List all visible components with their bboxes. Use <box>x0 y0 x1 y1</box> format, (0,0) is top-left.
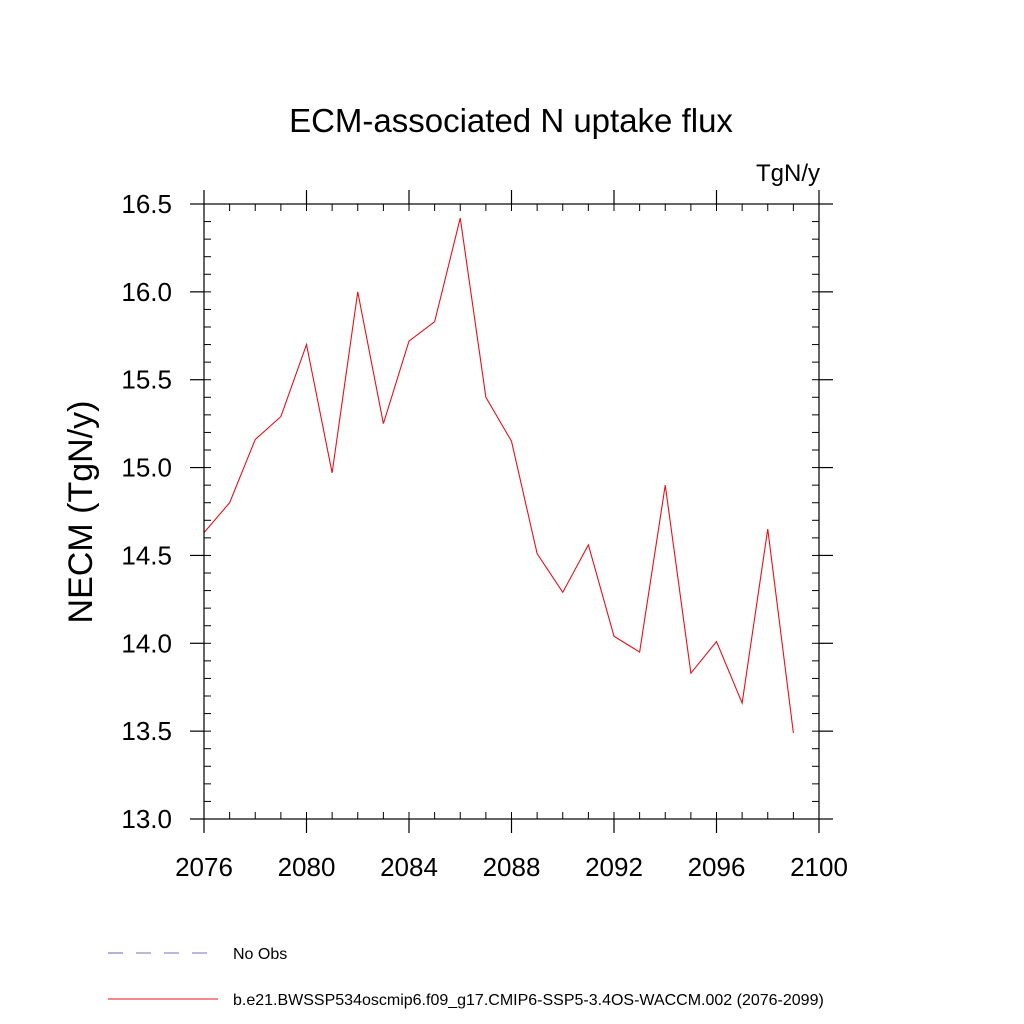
y-tick-label: 13.5 <box>121 716 172 746</box>
series-layer <box>203 217 794 733</box>
x-tick-label: 2092 <box>585 852 643 882</box>
x-tick-label: 2096 <box>688 852 746 882</box>
series-line-1 <box>203 217 794 733</box>
legend-label-1: No Obs <box>233 946 287 963</box>
y-axis-title: NECM (TgN/y) <box>62 401 100 624</box>
chart-title: ECM-associated N uptake flux <box>289 102 733 139</box>
plot-frame <box>203 203 820 820</box>
y-tick-label: 15.0 <box>121 453 172 483</box>
y-tick-label: 14.5 <box>121 540 172 570</box>
y-tick-label: 15.5 <box>121 365 172 395</box>
y-tick-labels: 13.0 13.5 14.0 14.5 15.0 15.5 16.0 16.5 <box>121 189 172 834</box>
y-tick-label: 16.0 <box>121 277 172 307</box>
legend: No Obs b.e21.BWSSP534oscmip6.f09_g17.CMIP… <box>108 946 824 1009</box>
y-tick-label: 14.0 <box>121 628 172 658</box>
y-tick-label: 16.5 <box>121 189 172 219</box>
major-ticks <box>190 190 833 833</box>
x-tick-labels: 2076 2080 2084 2088 2092 2096 2100 <box>175 852 848 882</box>
x-tick-label: 2088 <box>483 852 541 882</box>
x-tick-label: 2100 <box>790 852 848 882</box>
y-tick-label: 13.0 <box>121 804 172 834</box>
legend-label-2: b.e21.BWSSP534oscmip6.f09_g17.CMIP6-SSP5… <box>233 992 824 1009</box>
units-label: TgN/y <box>756 160 820 187</box>
minor-ticks <box>203 203 820 820</box>
x-tick-label: 2076 <box>175 852 233 882</box>
x-tick-label: 2080 <box>278 852 336 882</box>
x-tick-label: 2084 <box>380 852 438 882</box>
